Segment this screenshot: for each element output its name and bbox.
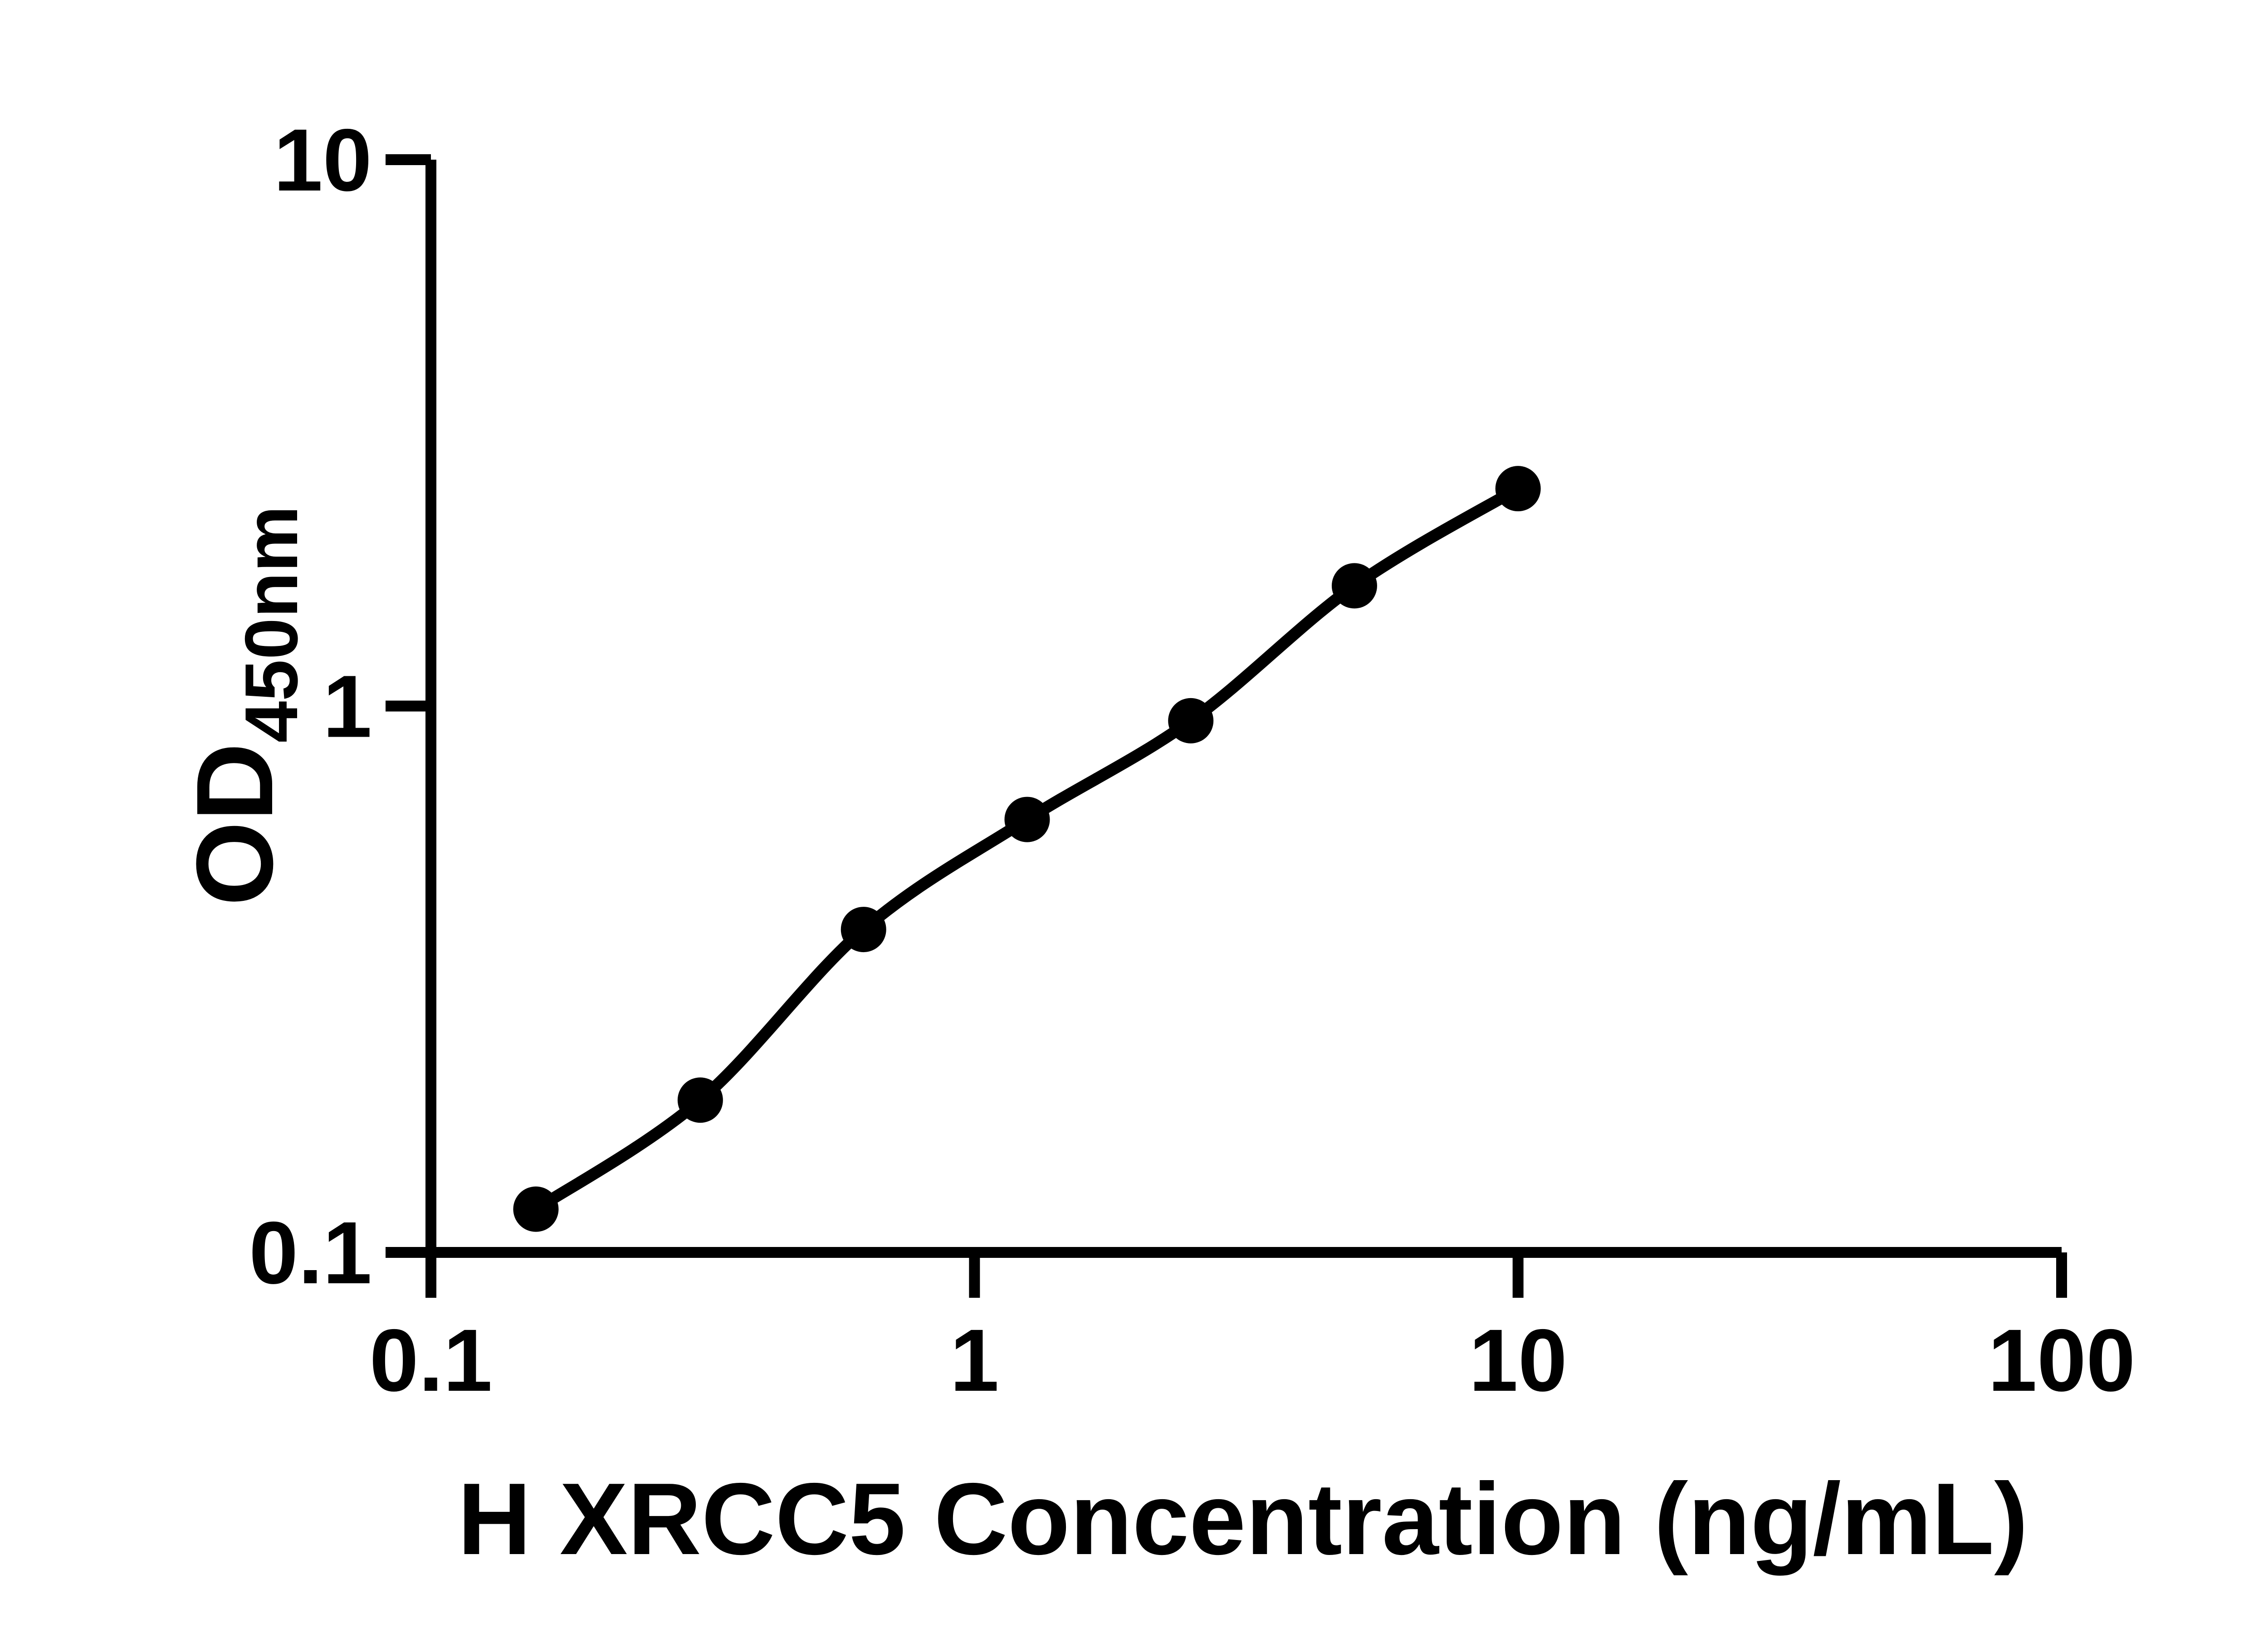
data-point-marker bbox=[1331, 563, 1377, 609]
data-point-marker bbox=[513, 1186, 559, 1232]
elisa-standard-curve-figure: 0.1 1 10 100 0.1 1 10 H XRCC5 Concentration (n… bbox=[18, 7, 2268, 1633]
data-point-marker bbox=[841, 907, 886, 953]
data-points bbox=[513, 466, 1541, 1232]
y-axis-title: OD450nm bbox=[174, 506, 313, 906]
y-tick-label: 10 bbox=[274, 111, 372, 210]
x-tick-label: 100 bbox=[1988, 1311, 2135, 1410]
y-tick-label: 0.1 bbox=[249, 1203, 372, 1302]
y-tick-label: 1 bbox=[323, 657, 372, 756]
data-point-marker bbox=[1495, 466, 1541, 512]
x-tick-label: 10 bbox=[1469, 1311, 1567, 1410]
data-point-marker bbox=[677, 1077, 723, 1123]
y-axis-title-subscript: 450nm bbox=[230, 506, 313, 743]
data-point-marker bbox=[1004, 797, 1050, 842]
axis-ticks: 0.1 1 10 100 0.1 1 10 bbox=[249, 111, 2136, 1410]
x-tick-label: 0.1 bbox=[369, 1311, 492, 1410]
data-point-marker bbox=[1168, 698, 1214, 743]
x-tick-label: 1 bbox=[950, 1311, 999, 1410]
plot-canvas: 0.1 1 10 100 0.1 1 10 H XRCC5 Concentration (n… bbox=[174, 111, 2136, 1576]
x-axis-title: H XRCC5 Concentration (ng/mL) bbox=[458, 1462, 2028, 1576]
y-axis-title-main: OD bbox=[174, 743, 295, 906]
